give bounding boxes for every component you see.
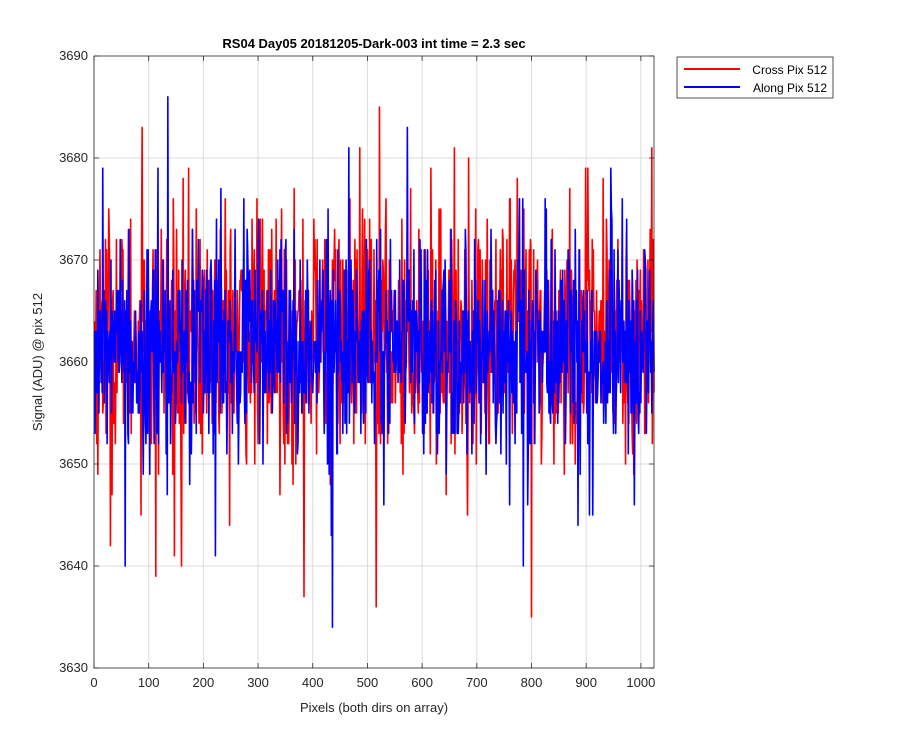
y-tick-label: 3650 <box>59 456 88 471</box>
chart-title: RS04 Day05 20181205-Dark-003 int time = … <box>222 36 525 51</box>
y-tick-label: 3640 <box>59 558 88 573</box>
series-layer <box>93 96 655 628</box>
x-axis-label: Pixels (both dirs on array) <box>300 700 448 715</box>
x-tick-label: 700 <box>466 675 488 690</box>
legend: Cross Pix 512 Along Pix 512 <box>676 56 834 99</box>
y-tick-label: 3670 <box>59 252 88 267</box>
x-tick-label: 0 <box>90 675 97 690</box>
legend-label-along: Along Pix 512 <box>753 81 827 95</box>
x-tick-label: 100 <box>138 675 160 690</box>
y-tick-label: 3690 <box>59 48 88 63</box>
x-tick-label: 200 <box>193 675 215 690</box>
y-tick-label: 3680 <box>59 150 88 165</box>
y-tick-label: 3660 <box>59 354 88 369</box>
series-line-along-pix <box>93 96 655 628</box>
x-tick-label: 1000 <box>626 675 655 690</box>
y-tick-label: 3630 <box>59 660 88 675</box>
y-axis-label: Signal (ADU) @ pix 512 <box>30 293 45 431</box>
x-tick-label: 500 <box>357 675 379 690</box>
x-tick-label: 400 <box>302 675 324 690</box>
legend-box <box>676 56 834 99</box>
x-tick-label: 800 <box>521 675 543 690</box>
axis-ticks: 0 100 200 300 400 500 600 700 800 900 1000 3630 3640… <box>59 48 655 690</box>
x-tick-label: 300 <box>247 675 269 690</box>
x-tick-label: 900 <box>575 675 597 690</box>
x-tick-label: 600 <box>411 675 433 690</box>
legend-label-cross: Cross Pix 512 <box>752 63 827 77</box>
